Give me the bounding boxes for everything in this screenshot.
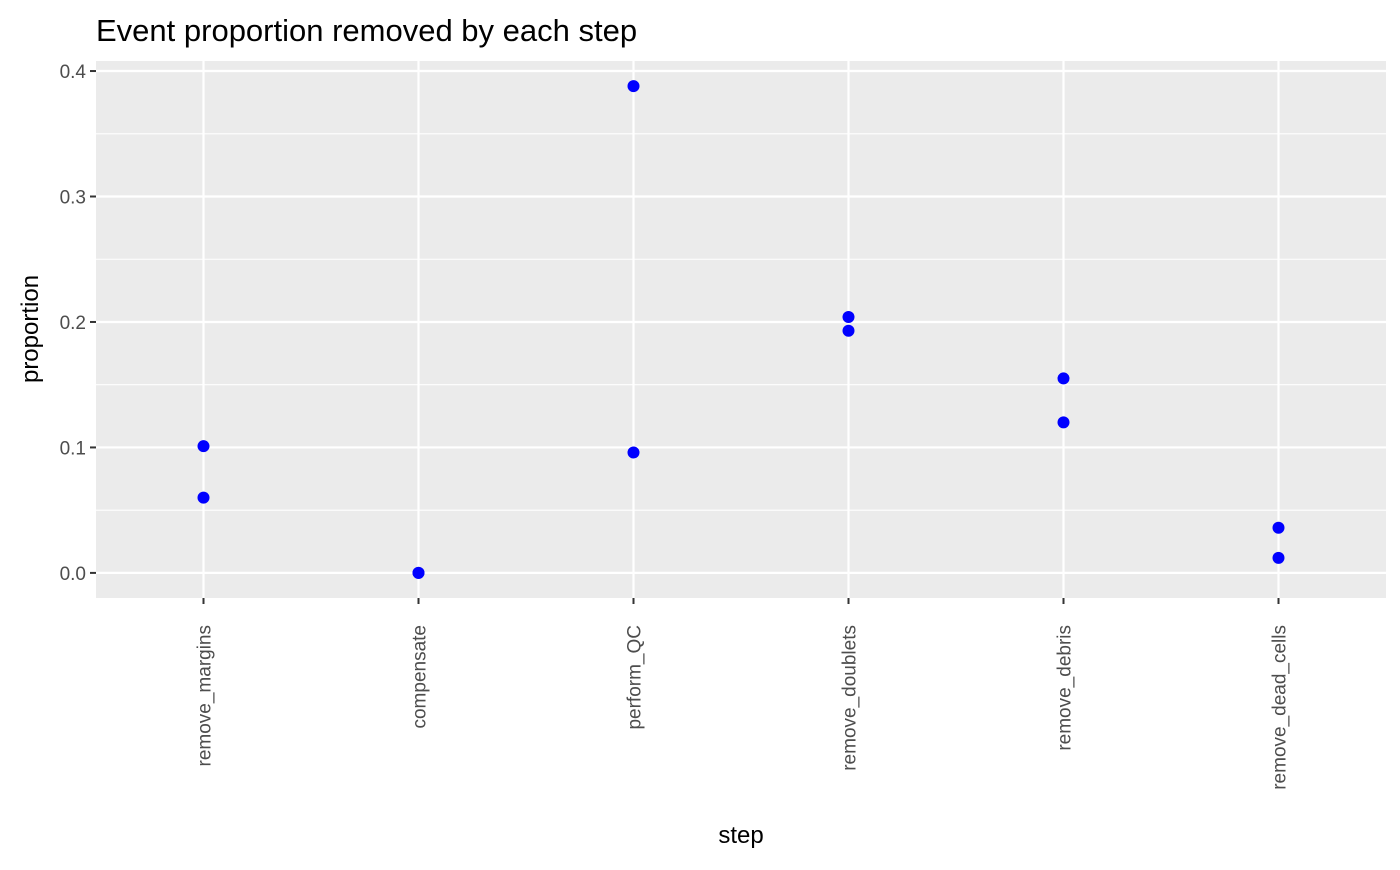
y-tick-label: 0.4 (60, 62, 87, 83)
x-tick-label: remove_dead_cells (1270, 625, 1291, 790)
chart-title: Event proportion removed by each step (96, 13, 637, 48)
data-point (412, 566, 425, 579)
y-tick-label: 0.1 (60, 438, 86, 459)
x-axis: remove_margins compensate perform_QC remove… (195, 598, 1291, 790)
plot-panel (96, 61, 1386, 598)
data-point (627, 80, 640, 93)
data-point (197, 440, 210, 453)
x-tick-label: compensate (410, 625, 431, 729)
data-point (1272, 551, 1285, 564)
y-tick-label: 0.3 (60, 188, 86, 209)
x-axis-label: step (718, 822, 763, 849)
x-tick-label: remove_margins (195, 625, 216, 767)
x-tick-label: remove_doublets (840, 625, 861, 771)
y-tick-label: 0.2 (60, 313, 86, 334)
data-point (1057, 372, 1070, 385)
data-points (197, 80, 1285, 579)
data-point (1057, 416, 1070, 429)
data-point (197, 491, 210, 504)
y-axis: 0.0 0.1 0.2 0.3 0.4 (60, 62, 96, 585)
data-point (1272, 521, 1285, 534)
data-point (842, 324, 855, 337)
data-point (842, 310, 855, 323)
y-axis-label: proportion (17, 275, 44, 383)
x-tick-label: perform_QC (625, 625, 646, 730)
data-point (627, 446, 640, 459)
x-tick-label: remove_debris (1055, 625, 1076, 751)
y-tick-label: 0.0 (60, 564, 86, 585)
